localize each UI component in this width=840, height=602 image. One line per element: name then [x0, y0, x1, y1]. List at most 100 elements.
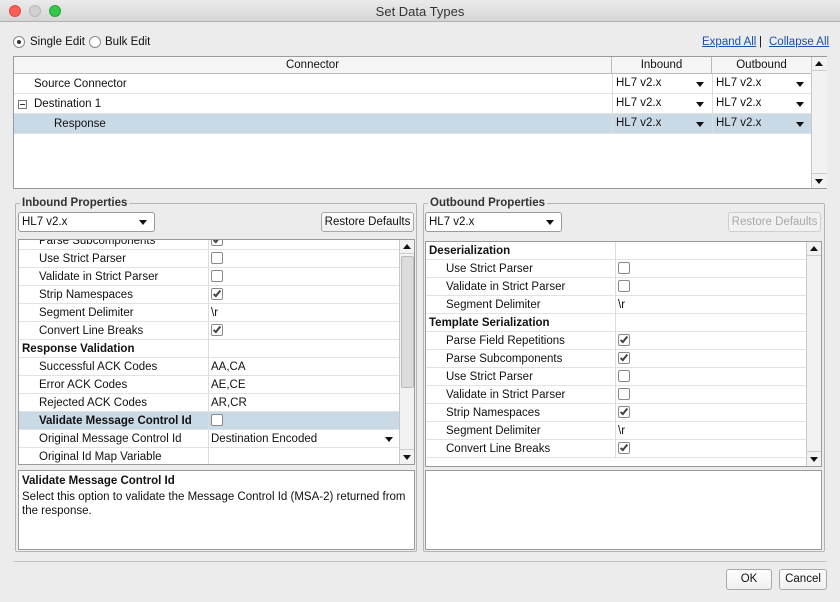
- scroll-down[interactable]: [400, 449, 414, 463]
- zoom-button[interactable]: [49, 5, 61, 17]
- property-value[interactable]: [615, 350, 806, 368]
- property-row[interactable]: Segment Delimiter \r: [19, 304, 399, 322]
- property-row[interactable]: Strip Namespaces: [19, 286, 399, 304]
- property-value[interactable]: AA,CA: [208, 358, 399, 376]
- property-row[interactable]: Segment Delimiter \r: [426, 296, 806, 314]
- property-row[interactable]: Convert Line Breaks: [426, 440, 806, 458]
- description-title: Validate Message Control Id: [22, 475, 175, 487]
- radio[interactable]: [13, 36, 25, 48]
- property-value[interactable]: [208, 322, 399, 340]
- checkbox[interactable]: [211, 240, 223, 246]
- table-row[interactable]: Response HL7 v2.x HL7 v2.x: [14, 114, 812, 134]
- property-row[interactable]: Original Id Map Variable: [19, 448, 399, 464]
- property-row[interactable]: Error ACK Codes AE,CE: [19, 376, 399, 394]
- inbound-cell[interactable]: HL7 v2.x: [612, 94, 712, 114]
- outbound-cell[interactable]: HL7 v2.x: [712, 94, 812, 114]
- scroll-up[interactable]: [812, 57, 827, 71]
- checkbox[interactable]: [618, 388, 630, 400]
- ok-button[interactable]: OK: [726, 569, 772, 590]
- property-value[interactable]: [615, 440, 806, 458]
- property-row[interactable]: Validate in Strict Parser: [19, 268, 399, 286]
- property-value[interactable]: \r: [615, 296, 806, 314]
- checkbox[interactable]: [618, 280, 630, 292]
- dropdown-arrow: [385, 437, 393, 442]
- property-value[interactable]: [208, 448, 399, 464]
- scroll-thumb[interactable]: [401, 256, 414, 388]
- property-value[interactable]: Destination Encoded: [208, 430, 399, 448]
- checkbox[interactable]: [618, 262, 630, 274]
- scroll-down[interactable]: [812, 173, 827, 187]
- property-value[interactable]: [615, 332, 806, 350]
- property-table: Deserialization Use Strict Parser Validate…: [425, 241, 822, 467]
- property-row[interactable]: Parse Subcomponents: [426, 350, 806, 368]
- property-row[interactable]: Original Message Control Id Destination E…: [19, 430, 399, 448]
- property-value[interactable]: [615, 404, 806, 422]
- checkbox[interactable]: [618, 334, 630, 346]
- property-row[interactable]: Template Serialization: [426, 314, 806, 332]
- scroll-up[interactable]: [807, 242, 821, 256]
- property-row[interactable]: Rejected ACK Codes AR,CR: [19, 394, 399, 412]
- property-row[interactable]: Validate Message Control Id: [19, 412, 399, 430]
- radio-label[interactable]: Single Edit: [30, 36, 85, 48]
- expand-toggle[interactable]: [18, 100, 27, 109]
- property-value[interactable]: [208, 240, 399, 250]
- inbound-cell[interactable]: HL7 v2.x: [612, 74, 712, 94]
- section-header: Response Validation: [22, 343, 135, 355]
- property-row[interactable]: Use Strict Parser: [19, 250, 399, 268]
- property-value[interactable]: AE,CE: [208, 376, 399, 394]
- checkbox[interactable]: [211, 270, 223, 282]
- link[interactable]: Collapse All: [769, 36, 830, 48]
- table-row[interactable]: Destination 1 HL7 v2.x HL7 v2.x: [14, 94, 812, 114]
- table-row[interactable]: Source Connector HL7 v2.x HL7 v2.x: [14, 74, 812, 94]
- property-value[interactable]: \r: [615, 422, 806, 440]
- restore-defaults-button[interactable]: Restore Defaults: [321, 212, 414, 232]
- arrow: [815, 179, 823, 184]
- scroll-up[interactable]: [400, 240, 414, 254]
- property-row[interactable]: Deserialization: [426, 242, 806, 260]
- property-value[interactable]: [615, 368, 806, 386]
- checkbox[interactable]: [211, 252, 223, 264]
- scrollbar[interactable]: [811, 57, 827, 188]
- radio-label[interactable]: Bulk Edit: [105, 36, 151, 48]
- close-button[interactable]: [9, 5, 21, 17]
- checkbox[interactable]: [618, 442, 630, 454]
- property-row[interactable]: Successful ACK Codes AA,CA: [19, 358, 399, 376]
- property-value[interactable]: [208, 268, 399, 286]
- checkbox[interactable]: [211, 414, 223, 426]
- property-row[interactable]: Convert Line Breaks: [19, 322, 399, 340]
- property-row[interactable]: Parse Subcomponents: [19, 240, 399, 250]
- data-type-dropdown[interactable]: HL7 v2.x: [18, 212, 155, 232]
- property-row[interactable]: Segment Delimiter \r: [426, 422, 806, 440]
- outbound-cell[interactable]: HL7 v2.x: [712, 74, 812, 94]
- property-row[interactable]: Use Strict Parser: [426, 260, 806, 278]
- checkbox[interactable]: [618, 352, 630, 364]
- checkbox[interactable]: [211, 288, 223, 300]
- property-row[interactable]: Strip Namespaces: [426, 404, 806, 422]
- outbound-cell[interactable]: HL7 v2.x: [712, 114, 812, 134]
- checkbox[interactable]: [618, 406, 630, 418]
- scroll-down[interactable]: [807, 451, 821, 465]
- property-value[interactable]: \r: [208, 304, 399, 322]
- dropdown-text: HL7 v2.x: [22, 216, 68, 228]
- property-value[interactable]: [615, 278, 806, 296]
- property-row[interactable]: Response Validation: [19, 340, 399, 358]
- property-value[interactable]: [615, 386, 806, 404]
- radio[interactable]: [89, 36, 101, 48]
- inbound-cell[interactable]: HL7 v2.x: [612, 114, 712, 134]
- property-value[interactable]: [615, 260, 806, 278]
- scrollbar[interactable]: [806, 242, 821, 466]
- property-value[interactable]: [208, 412, 399, 430]
- property-value[interactable]: [208, 286, 399, 304]
- property-value[interactable]: [208, 250, 399, 268]
- checkbox[interactable]: [211, 324, 223, 336]
- property-row[interactable]: Use Strict Parser: [426, 368, 806, 386]
- property-row[interactable]: Validate in Strict Parser: [426, 386, 806, 404]
- property-row[interactable]: Validate in Strict Parser: [426, 278, 806, 296]
- cancel-button[interactable]: Cancel: [779, 569, 827, 590]
- checkbox[interactable]: [618, 370, 630, 382]
- property-row[interactable]: Parse Field Repetitions: [426, 332, 806, 350]
- link[interactable]: Expand All: [702, 36, 757, 48]
- data-type-dropdown[interactable]: HL7 v2.x: [425, 212, 562, 232]
- property-value[interactable]: AR,CR: [208, 394, 399, 412]
- scrollbar[interactable]: [399, 240, 414, 464]
